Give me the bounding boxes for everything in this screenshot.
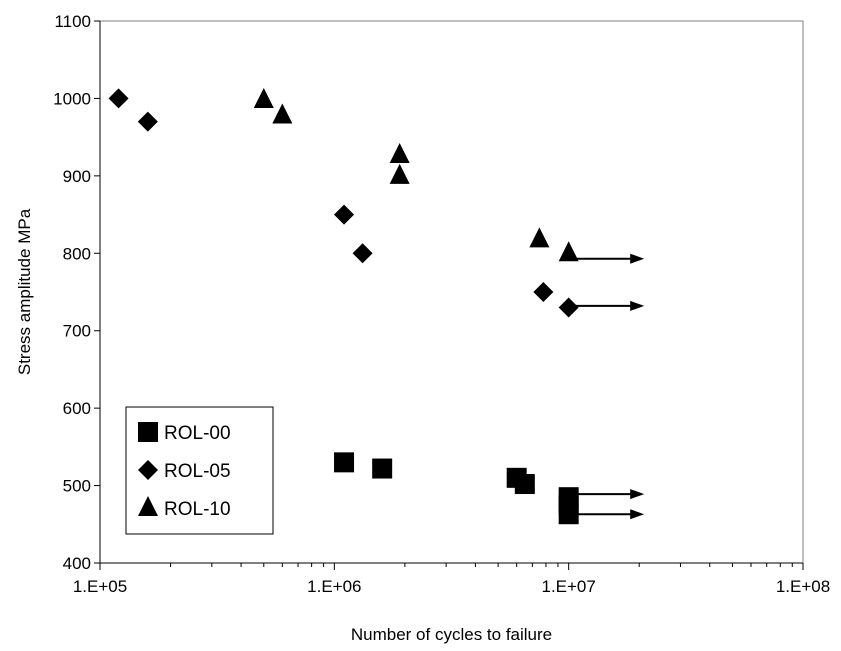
legend-square-icon — [138, 422, 158, 442]
legend-label: ROL-10 — [164, 499, 231, 520]
square-point — [515, 474, 535, 494]
x-axis-title: Number of cycles to failure — [351, 625, 552, 644]
y-tick-label: 400 — [63, 554, 91, 573]
square-point — [372, 459, 392, 479]
x-tick-label: 1.E+08 — [776, 577, 830, 596]
square-point — [559, 504, 579, 524]
y-tick-label: 600 — [63, 399, 91, 418]
y-axis-title: Stress amplitude MPa — [15, 208, 34, 375]
x-tick-label: 1.E+05 — [73, 577, 127, 596]
legend-item-rol-00: ROL-00 — [138, 422, 231, 444]
y-tick-label: 700 — [63, 322, 91, 341]
y-tick-label: 500 — [63, 477, 91, 496]
y-tick-label: 1000 — [53, 89, 91, 108]
square-point — [334, 452, 354, 472]
x-tick-label: 1.E+07 — [541, 577, 595, 596]
x-tick-label: 1.E+06 — [307, 577, 361, 596]
y-tick-label: 800 — [63, 244, 91, 263]
legend-label: ROL-00 — [164, 423, 231, 444]
y-tick-label: 900 — [63, 167, 91, 186]
legend-label: ROL-05 — [164, 461, 231, 482]
y-tick-label: 1100 — [54, 12, 91, 31]
legend: ROL-00 ROL-05 ROL-10 — [126, 407, 273, 534]
